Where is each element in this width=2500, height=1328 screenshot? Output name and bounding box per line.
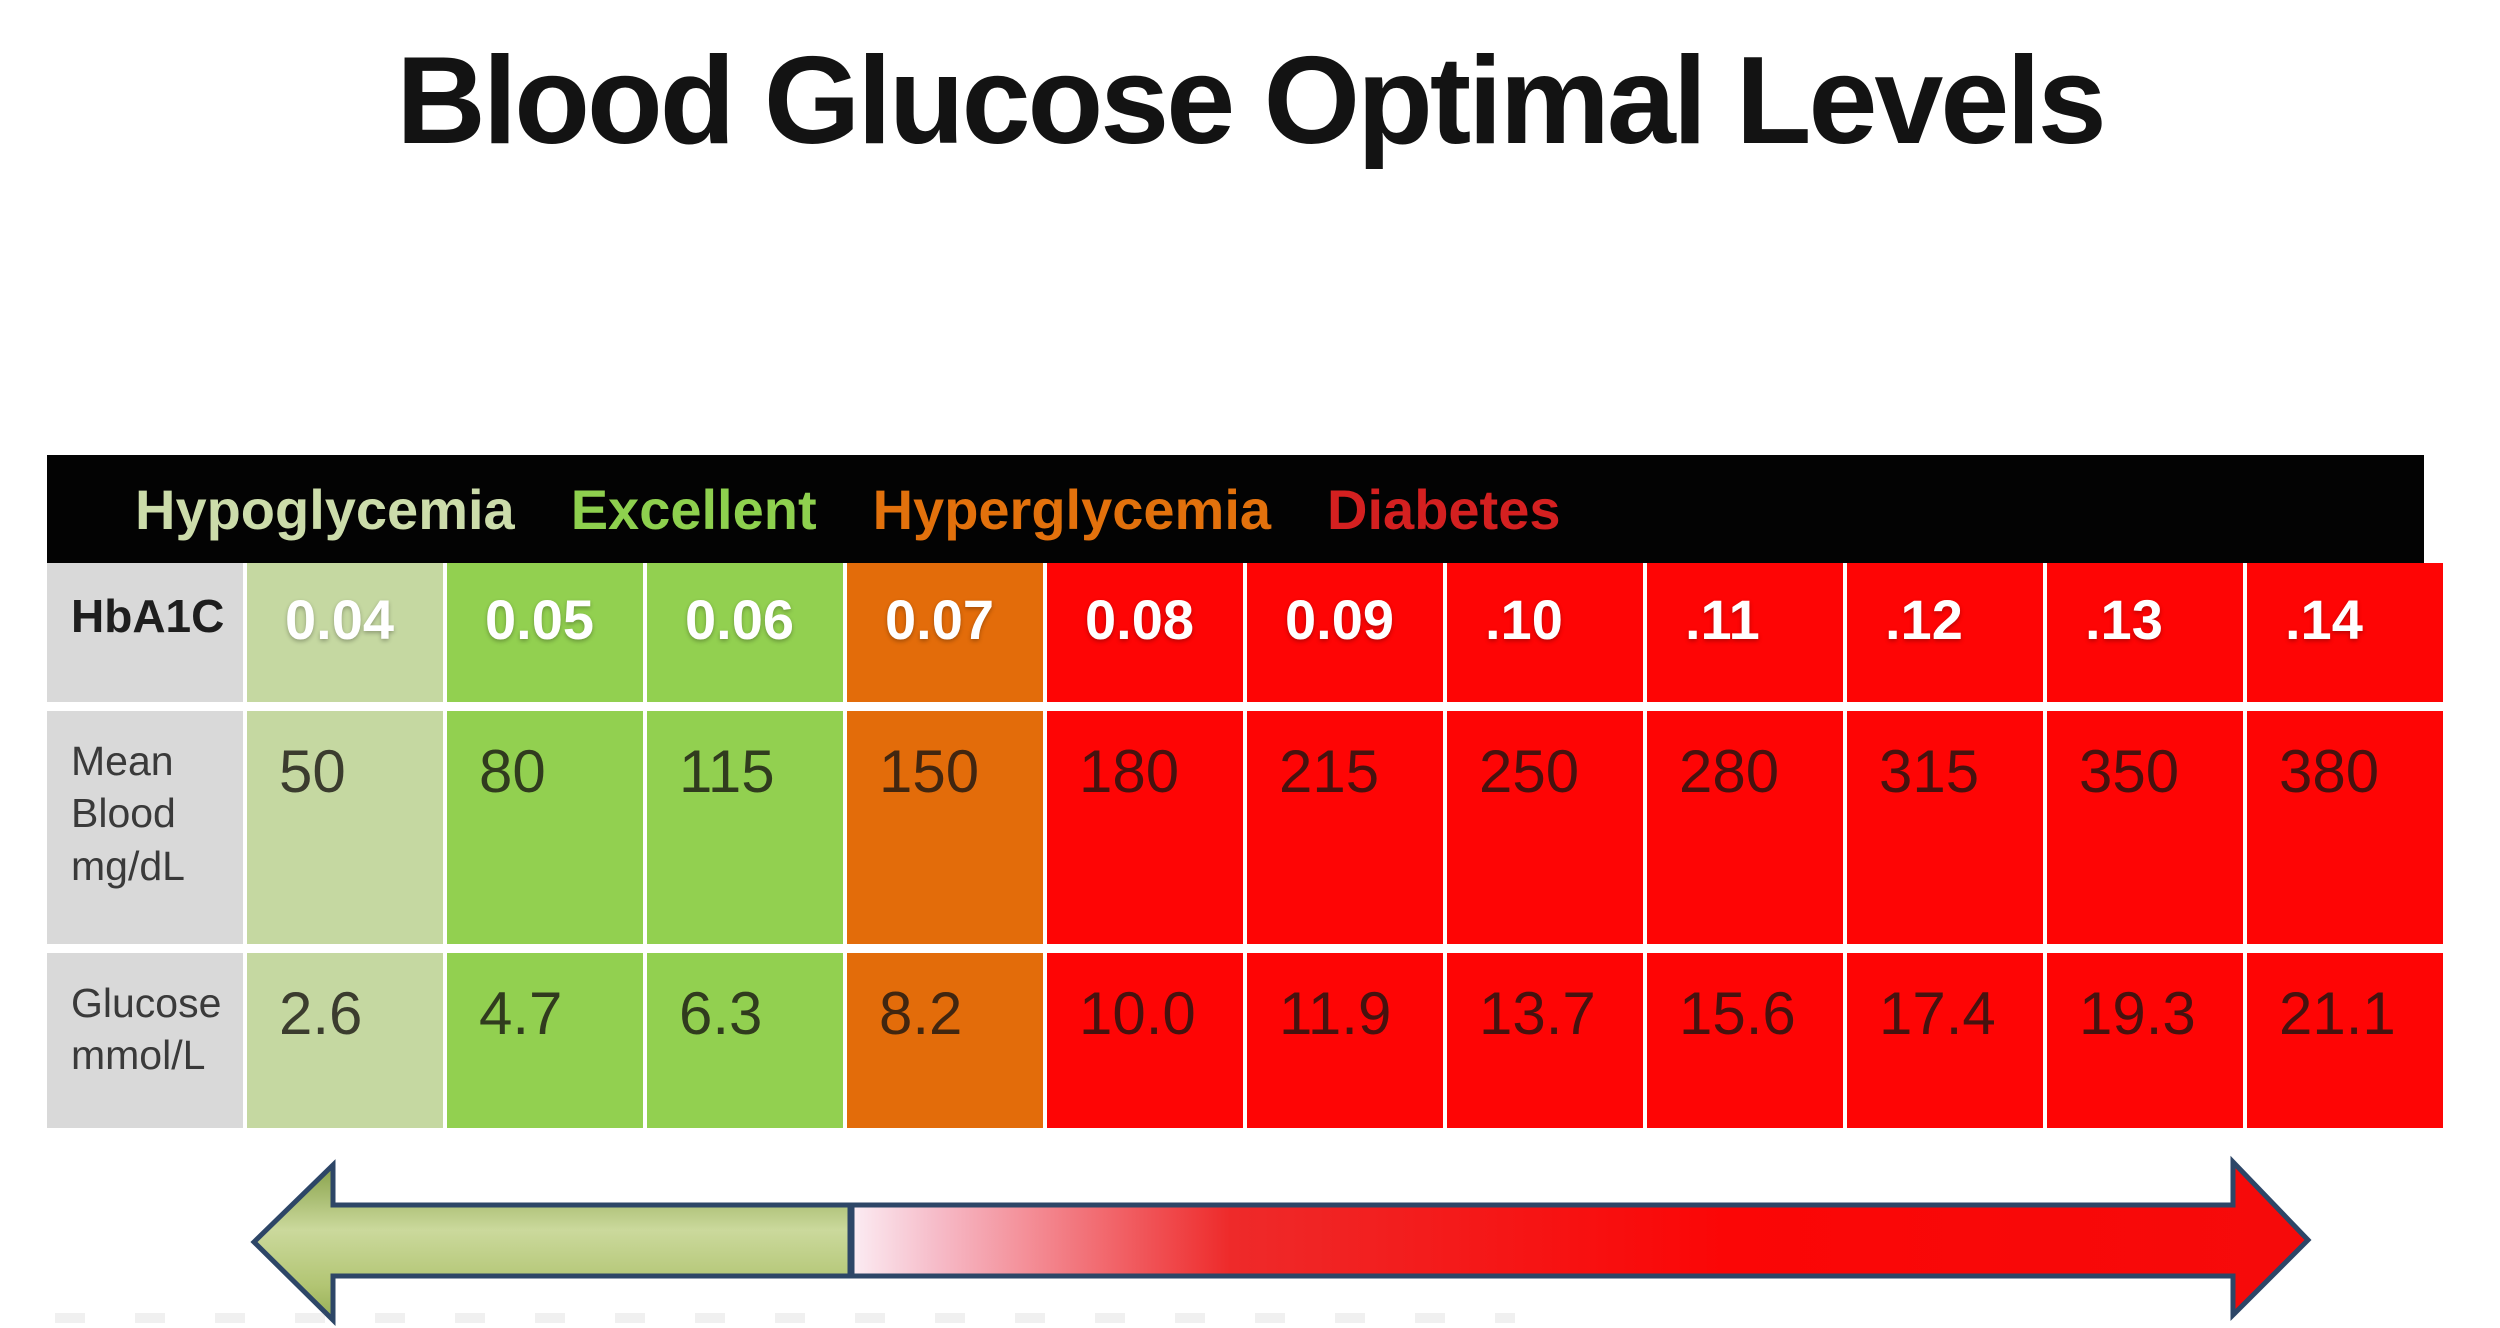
arrow-left-green-segment bbox=[250, 1159, 853, 1326]
cell-mmol-10: 19.3 bbox=[2047, 953, 2243, 1128]
cell-mgdl-6: 215 bbox=[1247, 711, 1443, 944]
cell-mmol-11: 21.1 bbox=[2247, 953, 2443, 1128]
cell-hba1c-7: .10 bbox=[1447, 563, 1643, 702]
cell-mmol-2: 4.7 bbox=[447, 953, 643, 1128]
cell-mmol-5: 10.0 bbox=[1047, 953, 1243, 1128]
cell-hba1c-2: 0.05 bbox=[447, 563, 643, 702]
cell-hba1c-3: 0.06 bbox=[647, 563, 843, 702]
cell-hba1c-8: .11 bbox=[1647, 563, 1843, 702]
legend-hyperglycemia: Hyperglycemia bbox=[872, 477, 1272, 541]
row-header-mean-blood-line3: mg/dL bbox=[71, 842, 185, 889]
legend-hypoglycemia: Hypoglycemia bbox=[135, 477, 515, 541]
cell-mgdl-5: 180 bbox=[1047, 711, 1243, 944]
page-title: Blood Glucose Optimal Levels bbox=[396, 32, 2107, 170]
cell-mmol-3: 6.3 bbox=[647, 953, 843, 1128]
glucose-table: HbA1C 0.04 0.05 0.06 0.07 0.08 0.09 .10 … bbox=[47, 563, 2443, 1128]
row-header-glucose-line1: Glucose bbox=[71, 980, 222, 1026]
row-header-glucose-line2: mmol/L bbox=[71, 1032, 206, 1079]
range-arrow bbox=[250, 1155, 2312, 1326]
cell-hba1c-5: 0.08 bbox=[1047, 563, 1243, 702]
cell-mgdl-10: 350 bbox=[2047, 711, 2243, 944]
cell-hba1c-4: 0.07 bbox=[847, 563, 1043, 702]
row-header-mean-blood-line2: Blood bbox=[71, 790, 176, 837]
glucose-level-chart: Hypoglycemia Excellent Hyperglycemia Dia… bbox=[47, 455, 2443, 1326]
legend-diabetes: Diabetes bbox=[1327, 477, 1561, 541]
cell-mgdl-8: 280 bbox=[1647, 711, 1843, 944]
cell-hba1c-6: 0.09 bbox=[1247, 563, 1443, 702]
cell-mmol-7: 13.7 bbox=[1447, 953, 1643, 1128]
cell-mgdl-1: 50 bbox=[247, 711, 443, 944]
cell-hba1c-1: 0.04 bbox=[247, 563, 443, 702]
cell-hba1c-9: .12 bbox=[1847, 563, 2043, 702]
cell-hba1c-10: .13 bbox=[2047, 563, 2243, 702]
cell-mgdl-11: 380 bbox=[2247, 711, 2443, 944]
cell-mmol-4: 8.2 bbox=[847, 953, 1043, 1128]
legend-excellent: Excellent bbox=[570, 477, 817, 541]
cell-mmol-8: 15.6 bbox=[1647, 953, 1843, 1128]
cell-mgdl-7: 250 bbox=[1447, 711, 1643, 944]
bottom-cutoff-text-artifact bbox=[55, 1313, 1515, 1323]
legend-bar: Hypoglycemia Excellent Hyperglycemia Dia… bbox=[47, 455, 2424, 563]
cell-mmol-1: 2.6 bbox=[247, 953, 443, 1128]
row-header-mean-blood-line1: Mean bbox=[71, 738, 174, 784]
arrow-right-red-segment bbox=[849, 1155, 2312, 1322]
row-header-glucose: Glucose mmol/L bbox=[47, 953, 243, 1128]
cell-mgdl-3: 115 bbox=[647, 711, 843, 944]
row-header-hba1c: HbA1C bbox=[47, 563, 243, 702]
cell-mmol-9: 17.4 bbox=[1847, 953, 2043, 1128]
cell-mmol-6: 11.9 bbox=[1247, 953, 1443, 1128]
cell-mgdl-4: 150 bbox=[847, 711, 1043, 944]
row-header-mean-blood: Mean Blood mg/dL bbox=[47, 711, 243, 944]
cell-hba1c-11: .14 bbox=[2247, 563, 2443, 702]
cell-mgdl-9: 315 bbox=[1847, 711, 2043, 944]
cell-mgdl-2: 80 bbox=[447, 711, 643, 944]
